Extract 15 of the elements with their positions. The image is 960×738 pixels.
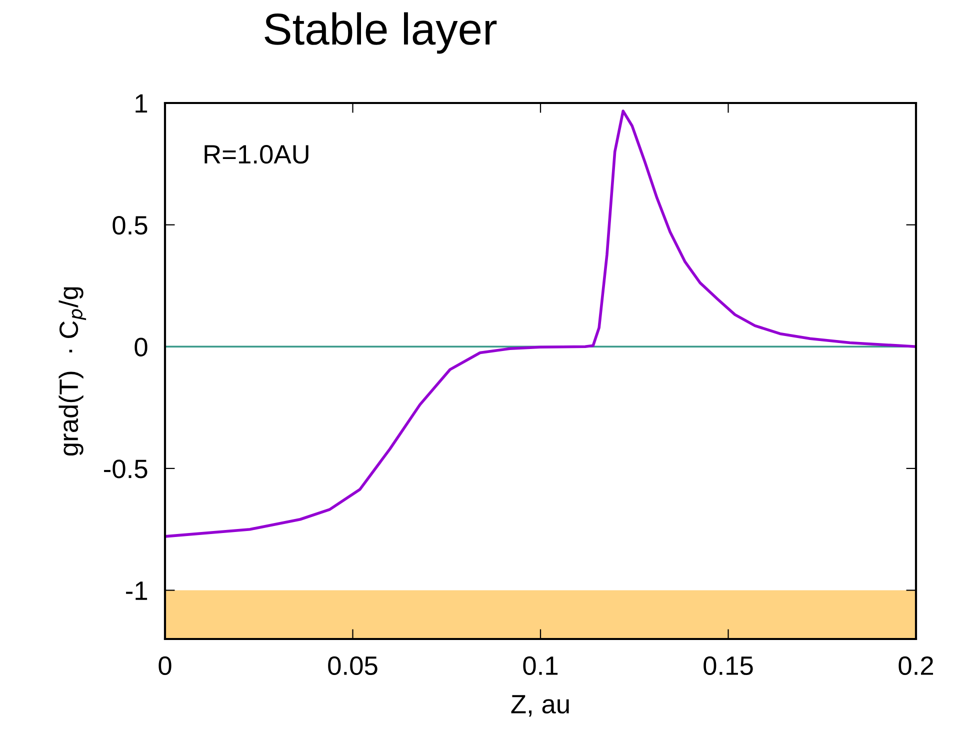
y-tick-label: 1 [136, 94, 148, 113]
y-tick-label: -0.5 [104, 460, 148, 478]
x-tick-label: 0.05 [328, 656, 378, 676]
x-tick-label: 0 [158, 656, 172, 676]
chart-title: Stable layer [264, 12, 497, 54]
annotation: R=1.0AU [204, 144, 308, 164]
line-series [165, 110, 916, 538]
x-axis-title: Z, au [511, 695, 569, 717]
y-tick-label: 0.5 [112, 216, 148, 235]
y-tick-label: 0 [134, 338, 148, 356]
x-tick-label: 0.2 [898, 656, 934, 676]
x-tick-label: 0.1 [523, 656, 558, 676]
x-tick-label: 0.15 [704, 656, 753, 676]
y-axis-title: grad(T) · C$_{p}$/g [58, 287, 86, 456]
y-tick-label: -1 [126, 582, 148, 600]
